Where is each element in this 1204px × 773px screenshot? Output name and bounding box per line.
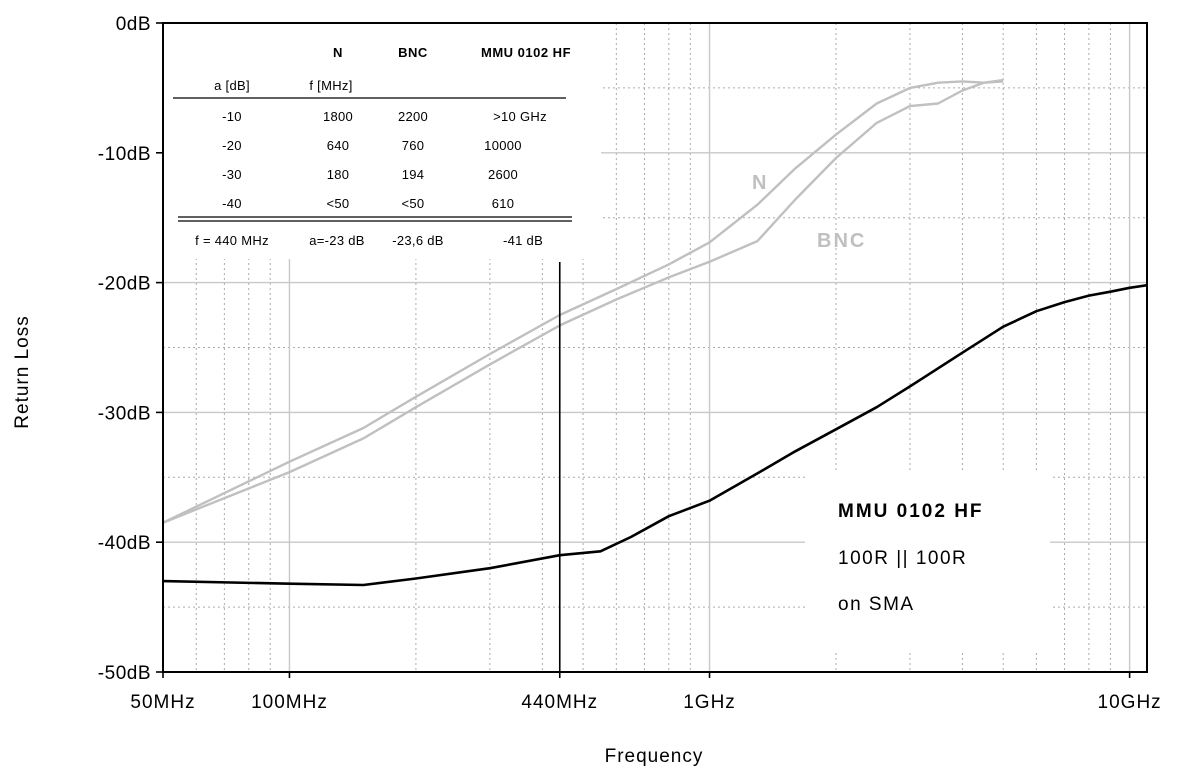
- table-cell: <50: [402, 196, 425, 211]
- y-tick-label: 0dB: [116, 14, 151, 35]
- table-header-n: N: [333, 45, 343, 60]
- table-subheader-f: f [MHz]: [309, 78, 352, 93]
- table-cell: 2600: [488, 167, 518, 182]
- series-line-n: [162, 80, 1004, 524]
- y-tick-label: -40dB: [98, 533, 151, 554]
- table-cell: a=-23 dB: [309, 233, 365, 248]
- table-header-mmu: MMU 0102 HF: [481, 45, 571, 60]
- table-row: -30 180 194 2600: [222, 167, 518, 182]
- table-row: -20 640 760 10000: [222, 138, 522, 153]
- table-cell: 180: [327, 167, 350, 182]
- table-cell: -20: [222, 138, 242, 153]
- table-footer-row: f = 440 MHz a=-23 dB -23,6 dB -41 dB: [195, 233, 543, 248]
- x-tick-label: 440MHz: [521, 692, 598, 713]
- series-label-n: N: [752, 172, 768, 194]
- table-cell: 760: [402, 138, 425, 153]
- x-tick-label: 1GHz: [683, 692, 736, 713]
- table-cell: -40: [222, 196, 242, 211]
- table-cell: 1800: [323, 109, 353, 124]
- table-cell: -23,6 dB: [392, 233, 444, 248]
- table-background: [164, 24, 601, 259]
- data-table: N BNC MMU 0102 HF a [dB] f [MHz] -10 180…: [173, 45, 572, 248]
- table-row: -10 1800 2200 >10 GHz: [222, 109, 547, 124]
- annotation-background: [805, 470, 1050, 650]
- series-line-mmu-0102-hf: [162, 283, 1148, 587]
- x-tick-label: 100MHz: [251, 692, 328, 713]
- annotation-line-3: on SMA: [838, 594, 915, 615]
- table-cell: 640: [327, 138, 350, 153]
- y-axis-label: Return Loss: [12, 315, 33, 428]
- series-label-bnc: BNC: [817, 230, 866, 252]
- table-header-bnc: BNC: [398, 45, 428, 60]
- y-axis-ticks: 0dB -10dB -20dB -30dB -40dB -50dB: [98, 14, 163, 684]
- table-cell: -10: [222, 109, 242, 124]
- table-cell: 610: [492, 196, 515, 211]
- table-subheader-a: a [dB]: [214, 78, 250, 93]
- table-cell: 10000: [484, 138, 522, 153]
- table-cell: <50: [327, 196, 350, 211]
- annotation-line-2: 100R || 100R: [838, 548, 967, 569]
- table-cell: 2200: [398, 109, 428, 124]
- annotation-block: MMU 0102 HF 100R || 100R on SMA: [838, 501, 984, 615]
- plot-frame: [162, 22, 1148, 673]
- series-line-bnc: [162, 78, 1004, 524]
- table-row: -40 <50 <50 610: [222, 196, 514, 211]
- y-tick-label: -30dB: [98, 403, 151, 424]
- x-tick-label: 10GHz: [1098, 692, 1162, 713]
- y-tick-label: -20dB: [98, 274, 151, 295]
- x-axis-ticks: 50MHz 100MHz 440MHz 1GHz 10GHz: [130, 672, 1161, 713]
- table-cell: f = 440 MHz: [195, 233, 269, 248]
- annotation-title: MMU 0102 HF: [838, 501, 984, 522]
- table-cell: -41 dB: [503, 233, 543, 248]
- x-tick-label: 50MHz: [130, 692, 195, 713]
- table-cell: -30: [222, 167, 242, 182]
- table-cell: 194: [402, 167, 425, 182]
- series-layer: [162, 78, 1148, 587]
- table-cell: >10 GHz: [493, 109, 547, 124]
- y-tick-label: -10dB: [98, 144, 151, 165]
- y-tick-label: -50dB: [98, 663, 151, 684]
- x-axis-label: Frequency: [605, 746, 704, 767]
